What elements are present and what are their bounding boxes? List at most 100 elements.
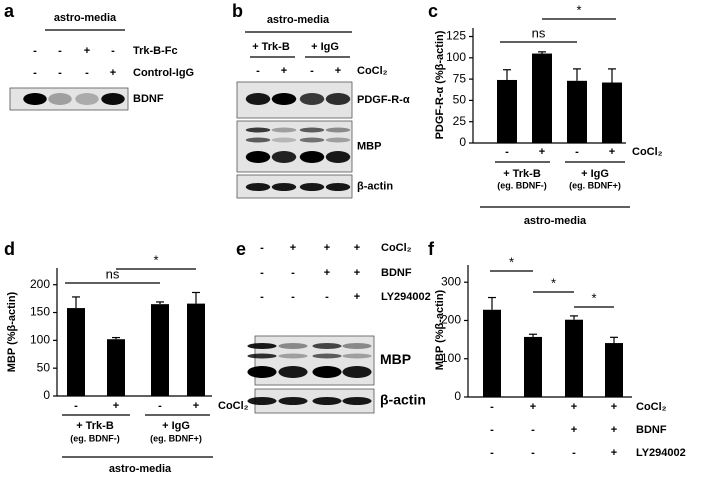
condition: + — [113, 400, 119, 412]
condition: - — [260, 242, 264, 254]
band — [271, 183, 297, 191]
group-note: (eg. BDNF-) — [70, 433, 120, 443]
y-tick-label: 0 — [454, 389, 461, 403]
band — [23, 93, 47, 105]
condition: - — [490, 447, 494, 459]
row-label: CoCl₂ — [381, 242, 412, 254]
y-tick-label: 100 — [441, 351, 461, 365]
condition: - — [33, 67, 37, 79]
band — [299, 183, 325, 191]
band — [312, 353, 342, 359]
bar — [151, 304, 169, 396]
band-label: MBP — [380, 351, 411, 367]
group-label: + IgG — [581, 168, 609, 180]
band — [342, 366, 372, 378]
band — [342, 353, 372, 359]
panel-letter: d — [4, 239, 15, 259]
y-tick-label: 100 — [30, 333, 50, 347]
band-label: β-actin — [380, 392, 426, 408]
group-label: + IgG — [162, 420, 190, 432]
band — [271, 127, 297, 133]
band — [299, 137, 325, 143]
panel-letter: f — [428, 239, 435, 259]
band — [247, 343, 277, 349]
band — [278, 397, 308, 405]
band — [247, 353, 277, 359]
y-tick-label: 200 — [441, 313, 461, 327]
y-tick-label: 150 — [30, 305, 50, 319]
panel-letter: c — [428, 1, 438, 21]
significance: ns — [532, 25, 546, 40]
panel-letter: b — [232, 1, 243, 21]
bar — [605, 343, 623, 397]
y-axis-label: PDGF-R-α (%β-actin) — [434, 30, 446, 139]
condition: - — [158, 400, 162, 412]
y-tick-label: 75 — [453, 71, 467, 85]
group-caption: astro-media — [524, 215, 587, 227]
row-label: LY294002 — [381, 291, 431, 303]
condition: - — [575, 146, 579, 158]
condition: - — [572, 447, 576, 459]
condition: - — [256, 65, 260, 77]
band — [312, 343, 342, 349]
bar — [483, 309, 501, 397]
band — [299, 93, 325, 105]
condition: + — [611, 401, 617, 413]
y-axis-label: MBP (%β-actin) — [6, 291, 18, 372]
band — [312, 397, 342, 405]
panel-letter: a — [4, 1, 15, 21]
condition: + — [290, 242, 296, 254]
condition-label: CoCl₂ — [632, 146, 663, 158]
y-tick-label: 0 — [459, 135, 466, 149]
condition: + — [281, 65, 287, 77]
condition: + — [335, 65, 341, 77]
bar — [67, 308, 85, 396]
condition: + — [110, 67, 116, 79]
band — [325, 183, 351, 191]
blot-header: astro-media — [54, 12, 117, 24]
band — [245, 127, 271, 133]
condition: + — [84, 45, 90, 57]
row-label: BDNF — [381, 267, 412, 279]
condition: - — [111, 45, 115, 57]
bar — [567, 80, 587, 143]
significance: * — [509, 254, 514, 269]
condition: - — [531, 447, 535, 459]
condition: - — [490, 424, 494, 436]
band — [245, 183, 271, 191]
group-label: + IgG — [311, 41, 339, 53]
band — [342, 397, 372, 405]
condition: - — [310, 65, 314, 77]
row-label: Trk-B-Fc — [133, 45, 178, 57]
band — [299, 151, 325, 163]
condition-label: BDNF — [636, 424, 667, 436]
band-label: PDGF-R-α — [357, 94, 410, 106]
condition: - — [291, 291, 295, 303]
condition: - — [33, 45, 37, 57]
bar — [602, 82, 622, 143]
band — [271, 151, 297, 163]
condition: + — [571, 424, 577, 436]
condition: + — [611, 424, 617, 436]
group-label: + Trk-B — [503, 168, 541, 180]
band — [101, 93, 125, 105]
y-tick-label: 125 — [446, 29, 466, 43]
condition: + — [609, 146, 615, 158]
condition: + — [324, 267, 330, 279]
condition: + — [571, 401, 577, 413]
y-tick-label: 200 — [30, 277, 50, 291]
band — [75, 93, 99, 105]
y-axis-label: MBP (%β-actin) — [434, 289, 446, 370]
band — [247, 397, 277, 405]
band — [312, 366, 342, 378]
y-tick-label: 25 — [453, 114, 467, 128]
condition: + — [354, 267, 360, 279]
bar — [497, 79, 517, 143]
condition-label: CoCl₂ — [218, 400, 249, 412]
significance: * — [591, 290, 596, 305]
band-label: β-actin — [357, 180, 393, 192]
band-label: BDNF — [133, 93, 164, 105]
group-label: + Trk-B — [76, 420, 114, 432]
band — [271, 137, 297, 143]
band — [278, 366, 308, 378]
